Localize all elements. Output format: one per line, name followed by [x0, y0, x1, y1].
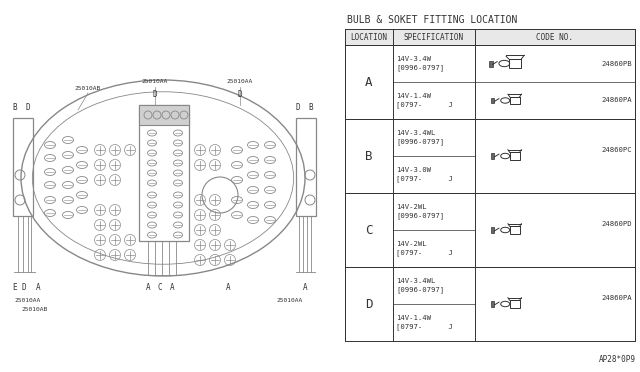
- Bar: [139, 105, 189, 241]
- Text: 25010AA: 25010AA: [15, 298, 41, 303]
- Text: A: A: [226, 283, 230, 292]
- Text: D: D: [26, 103, 30, 112]
- Bar: [489, 61, 493, 67]
- Text: 14V-3.4W
[0996-0797]: 14V-3.4W [0996-0797]: [396, 56, 444, 71]
- Text: BULB & SOKET FITTING LOCATION: BULB & SOKET FITTING LOCATION: [347, 15, 517, 25]
- Text: A: A: [146, 283, 150, 292]
- Text: C: C: [365, 224, 372, 237]
- Text: B: B: [13, 103, 17, 112]
- Bar: [13, 118, 33, 216]
- Text: 24860PC: 24860PC: [602, 147, 632, 153]
- Bar: [509, 97, 520, 104]
- Text: 25010AA: 25010AA: [277, 298, 303, 303]
- Text: B: B: [308, 103, 314, 112]
- Text: SPECIFICATION: SPECIFICATION: [404, 32, 464, 42]
- Text: 25010AB: 25010AB: [75, 86, 101, 91]
- Text: 25010AA: 25010AA: [227, 79, 253, 84]
- Text: CODE NO.: CODE NO.: [536, 32, 573, 42]
- Text: D: D: [237, 90, 243, 99]
- Bar: [491, 98, 495, 103]
- Text: D: D: [22, 283, 26, 292]
- Bar: [509, 301, 520, 308]
- Text: D: D: [296, 103, 300, 112]
- Text: 14V-3.4WL
[0996-0797]: 14V-3.4WL [0996-0797]: [396, 130, 444, 145]
- Text: A: A: [36, 283, 40, 292]
- Text: 25010AA: 25010AA: [142, 79, 168, 84]
- Bar: [345, 45, 635, 119]
- Text: E: E: [13, 283, 17, 292]
- Bar: [491, 301, 495, 307]
- Bar: [345, 119, 635, 193]
- Bar: [296, 118, 316, 216]
- Bar: [509, 227, 520, 234]
- Text: B: B: [365, 150, 372, 163]
- Text: A: A: [170, 283, 174, 292]
- Bar: [345, 193, 635, 267]
- Bar: [509, 153, 520, 160]
- Text: 24860PD: 24860PD: [602, 221, 632, 227]
- Bar: [345, 267, 635, 341]
- Text: D: D: [153, 90, 157, 99]
- Text: C: C: [157, 283, 163, 292]
- Text: A: A: [303, 283, 307, 292]
- Bar: [345, 29, 635, 45]
- Text: 24860PB: 24860PB: [602, 61, 632, 67]
- Bar: [491, 153, 495, 159]
- Text: 14V-3.0W
[0797-      J: 14V-3.0W [0797- J: [396, 167, 453, 182]
- Text: LOCATION: LOCATION: [351, 32, 387, 42]
- Text: 24860PA: 24860PA: [602, 97, 632, 103]
- Text: 14V-1.4W
[0797-      J: 14V-1.4W [0797- J: [396, 315, 453, 330]
- Bar: [509, 59, 522, 68]
- Text: 14V-2WL
[0797-      J: 14V-2WL [0797- J: [396, 241, 453, 256]
- Text: AP28*0P9: AP28*0P9: [599, 355, 636, 364]
- Bar: [491, 227, 495, 233]
- Text: 25010AB: 25010AB: [22, 307, 48, 312]
- Text: D: D: [365, 298, 372, 311]
- Text: 24860PA: 24860PA: [602, 295, 632, 301]
- Text: 14V-1.4W
[0797-      J: 14V-1.4W [0797- J: [396, 93, 453, 108]
- Bar: [139, 105, 189, 125]
- Text: 14V-3.4WL
[0996-0797]: 14V-3.4WL [0996-0797]: [396, 278, 444, 293]
- Text: A: A: [365, 76, 372, 89]
- Text: 14V-2WL
[0996-0797]: 14V-2WL [0996-0797]: [396, 204, 444, 219]
